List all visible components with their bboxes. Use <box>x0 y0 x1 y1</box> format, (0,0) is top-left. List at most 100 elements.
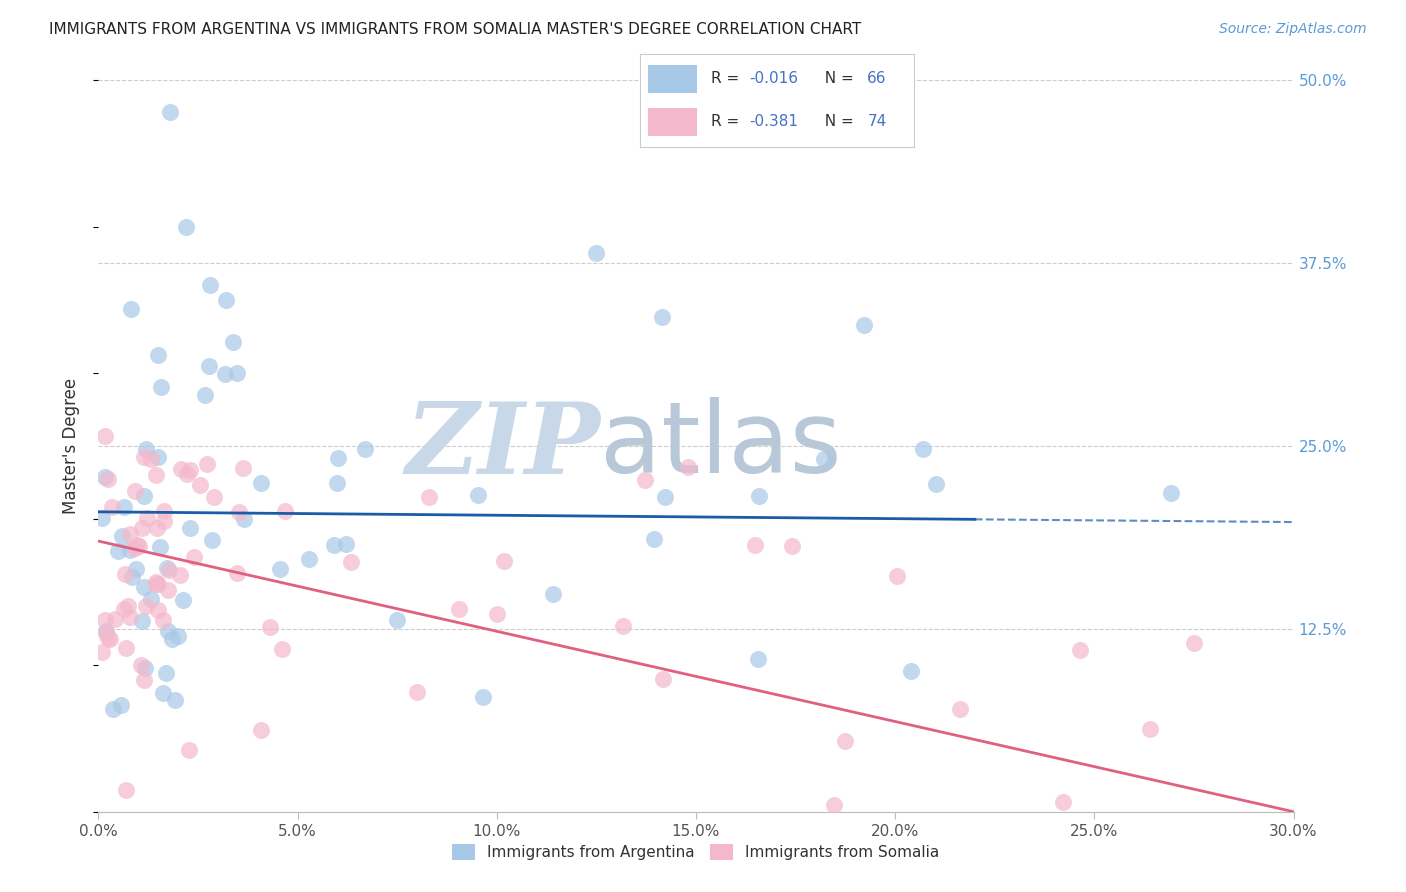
Point <box>111 529 134 543</box>
Point <box>148 450 170 465</box>
Point <box>97 472 120 486</box>
Point <box>120 302 142 317</box>
Point <box>125 562 148 576</box>
Bar <box>648 65 697 93</box>
Text: ZIP: ZIP <box>405 398 600 494</box>
Point <box>146 576 169 591</box>
Point <box>157 564 180 578</box>
Point <box>145 577 167 591</box>
Point <box>323 538 346 552</box>
Point <box>183 550 205 565</box>
Point <box>643 532 665 546</box>
Point <box>485 607 508 621</box>
Point <box>115 783 138 797</box>
Point <box>160 632 183 646</box>
Point <box>146 520 169 534</box>
Point <box>152 685 174 699</box>
Point <box>925 477 948 491</box>
Point <box>118 609 141 624</box>
Point <box>128 539 150 553</box>
Point <box>747 652 769 666</box>
Point <box>194 388 217 402</box>
Point <box>134 673 156 687</box>
Point <box>886 568 908 582</box>
Text: 66: 66 <box>868 71 887 87</box>
Point <box>406 685 429 699</box>
Point <box>94 625 117 640</box>
Point <box>201 533 224 547</box>
Point <box>94 470 117 484</box>
Point <box>134 660 156 674</box>
Text: -0.381: -0.381 <box>749 114 799 129</box>
Text: N =: N = <box>815 71 859 87</box>
Point <box>156 624 179 639</box>
Point <box>541 587 564 601</box>
Point <box>156 560 179 574</box>
Point <box>900 664 922 678</box>
Point <box>748 489 770 503</box>
Point <box>335 537 357 551</box>
Point <box>326 450 349 465</box>
Point <box>145 574 167 589</box>
Point <box>131 521 153 535</box>
Point <box>135 599 157 614</box>
Point <box>97 632 120 646</box>
Point <box>125 538 148 552</box>
Point <box>782 539 804 553</box>
Point <box>149 540 172 554</box>
Point <box>340 555 363 569</box>
Point <box>652 672 675 686</box>
Text: 74: 74 <box>868 114 887 129</box>
Point <box>152 613 174 627</box>
Bar <box>648 108 697 136</box>
Point <box>110 698 132 712</box>
Point <box>1052 795 1074 809</box>
Point <box>145 468 167 483</box>
Point <box>1182 636 1205 650</box>
Point <box>492 553 515 567</box>
Point <box>165 692 187 706</box>
Point <box>118 543 141 558</box>
Point <box>354 442 377 457</box>
Point <box>326 476 349 491</box>
Point <box>912 442 935 457</box>
Point <box>222 334 245 349</box>
Point <box>651 310 673 324</box>
Point <box>195 457 218 471</box>
Point <box>169 567 191 582</box>
Point <box>141 592 163 607</box>
Point <box>824 798 846 813</box>
Point <box>94 624 117 638</box>
Point <box>176 467 198 482</box>
Point <box>634 473 657 487</box>
Point <box>124 541 146 555</box>
Point <box>146 602 169 616</box>
Point <box>418 490 440 504</box>
Point <box>179 521 201 535</box>
Point <box>198 278 221 293</box>
Point <box>101 702 124 716</box>
Point <box>139 452 162 467</box>
Point <box>233 512 256 526</box>
Point <box>467 488 489 502</box>
Point <box>136 510 159 524</box>
Point <box>132 489 155 503</box>
Point <box>834 734 856 748</box>
Point <box>385 613 408 627</box>
Text: N =: N = <box>815 114 859 129</box>
Point <box>273 504 295 518</box>
Point <box>214 367 236 381</box>
Text: R =: R = <box>711 71 744 87</box>
Point <box>117 599 139 614</box>
Point <box>134 450 156 465</box>
Point <box>174 219 197 234</box>
Point <box>249 475 271 490</box>
Point <box>170 462 193 476</box>
Point <box>612 618 634 632</box>
Point <box>225 366 247 380</box>
Point <box>585 246 607 260</box>
Point <box>172 593 194 607</box>
Point <box>202 491 225 505</box>
Point <box>107 543 129 558</box>
Y-axis label: Master's Degree: Master's Degree <box>62 378 80 514</box>
